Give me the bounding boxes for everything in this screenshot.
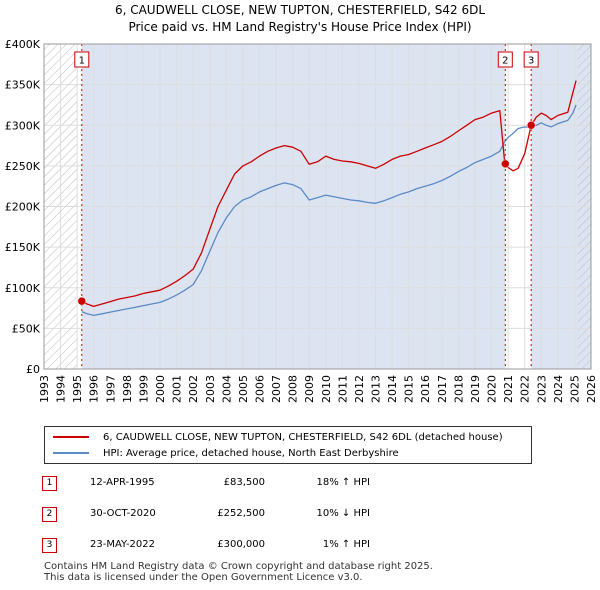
- legend-swatch-hpi: [53, 452, 89, 454]
- x-tick-label: 1999: [137, 375, 150, 403]
- x-tick-label: 2025: [568, 375, 581, 403]
- transaction-date: 12-APR-1995: [90, 477, 155, 488]
- transaction-number: 2: [42, 507, 57, 522]
- chart-title: 6, CAUDWELL CLOSE, NEW TUPTON, CHESTERFI…: [114, 3, 486, 17]
- x-tick-label: 2006: [253, 375, 266, 403]
- y-tick-label: £200K: [5, 201, 41, 214]
- x-tick-label: 2017: [436, 375, 449, 403]
- y-tick-label: £50K: [12, 322, 41, 335]
- transaction-number: 3: [42, 538, 57, 553]
- x-tick-label: 1994: [55, 375, 68, 403]
- transaction-hpi-diff: 10% ↓ HPI: [316, 508, 370, 519]
- sale-marker-label: 3: [528, 56, 534, 67]
- transaction-price: £300,000: [217, 539, 265, 550]
- transaction-date: 23-MAY-2022: [90, 539, 156, 550]
- x-tick-label: 2010: [320, 375, 333, 403]
- x-tick-label: 2014: [386, 375, 399, 403]
- legend-label-hpi: HPI: Average price, detached house, Nort…: [103, 447, 399, 459]
- x-tick-label: 2020: [486, 375, 499, 403]
- transaction-row: 2 30-OCT-2020 £252,500 10% ↓ HPI: [0, 507, 600, 523]
- sale-point: [526, 121, 536, 130]
- x-tick-label: 2002: [187, 375, 200, 403]
- sale-marker-label: 2: [502, 56, 508, 67]
- sale-marker-label: 1: [79, 56, 85, 67]
- sale-marker-box: [497, 51, 513, 68]
- x-tick-label: 2000: [154, 375, 167, 403]
- x-tick-label: 2004: [220, 375, 233, 403]
- x-tick-label: 2009: [303, 375, 316, 403]
- transaction-price: £252,500: [217, 508, 265, 519]
- x-tick-label: 2007: [270, 375, 283, 403]
- y-tick-label: £0: [26, 363, 40, 376]
- transaction-row: 1 12-APR-1995 £83,500 18% ↑ HPI: [0, 476, 600, 492]
- series-line: [81, 104, 577, 317]
- sale-marker-box: [74, 51, 90, 68]
- sale-marker-box: [523, 51, 539, 68]
- transaction-hpi-diff: 1% ↑ HPI: [322, 539, 370, 550]
- x-tick-label: 1998: [121, 375, 134, 403]
- x-tick-label: 2013: [370, 375, 383, 403]
- x-tick-label: 2011: [336, 375, 349, 403]
- plot-frame: [43, 43, 592, 370]
- x-tick-label: 2005: [237, 375, 250, 403]
- x-tick-label: 1996: [88, 375, 101, 403]
- x-tick-label: 2022: [519, 375, 532, 403]
- footer-copyright: Contains HM Land Registry data © Crown c…: [44, 561, 433, 572]
- series-line: [81, 80, 577, 308]
- sale-point: [77, 296, 87, 306]
- transaction-number: 1: [42, 476, 57, 491]
- x-tick-label: 2016: [419, 375, 432, 403]
- transaction-hpi-diff: 18% ↑ HPI: [316, 477, 370, 488]
- footer: Contains HM Land Registry data © Crown c…: [44, 561, 433, 583]
- transaction-date: 30-OCT-2020: [90, 508, 156, 519]
- x-tick-label: 2018: [452, 375, 465, 403]
- x-tick-label: 2026: [585, 375, 598, 403]
- x-tick-label: 2003: [204, 375, 217, 403]
- legend-item-hpi: HPI: Average price, detached house, Nort…: [53, 446, 399, 460]
- chart-subtitle: Price paid vs. HM Land Registry's House …: [128, 20, 472, 34]
- transaction-price: £83,500: [223, 477, 265, 488]
- legend-label-property: 6, CAUDWELL CLOSE, NEW TUPTON, CHESTERFI…: [103, 431, 503, 443]
- x-tick-label: 1997: [104, 375, 117, 403]
- y-tick-label: £350K: [5, 79, 41, 92]
- sale-point: [501, 159, 510, 169]
- x-tick-label: 2001: [171, 375, 184, 403]
- y-tick-label: £100K: [5, 282, 41, 295]
- x-tick-label: 1995: [71, 375, 84, 403]
- y-tick-label: £300K: [5, 119, 41, 132]
- legend-swatch-property: [53, 436, 89, 438]
- y-tick-label: £150K: [5, 241, 41, 254]
- x-tick-label: 2024: [552, 375, 565, 403]
- y-tick-label: £250K: [5, 160, 41, 173]
- x-tick-label: 1993: [38, 375, 51, 403]
- x-tick-label: 2015: [403, 375, 416, 403]
- y-tick-label: £400K: [5, 38, 41, 51]
- legend-item-property: 6, CAUDWELL CLOSE, NEW TUPTON, CHESTERFI…: [53, 430, 503, 444]
- x-tick-label: 2012: [353, 375, 366, 403]
- legend: 6, CAUDWELL CLOSE, NEW TUPTON, CHESTERFI…: [44, 426, 532, 464]
- transaction-row: 3 23-MAY-2022 £300,000 1% ↑ HPI: [0, 538, 600, 554]
- x-tick-label: 2008: [287, 375, 300, 403]
- x-tick-label: 2021: [502, 375, 515, 403]
- footer-licence: This data is licensed under the Open Gov…: [44, 572, 363, 583]
- x-tick-label: 2023: [535, 375, 548, 403]
- x-tick-label: 2019: [469, 375, 482, 403]
